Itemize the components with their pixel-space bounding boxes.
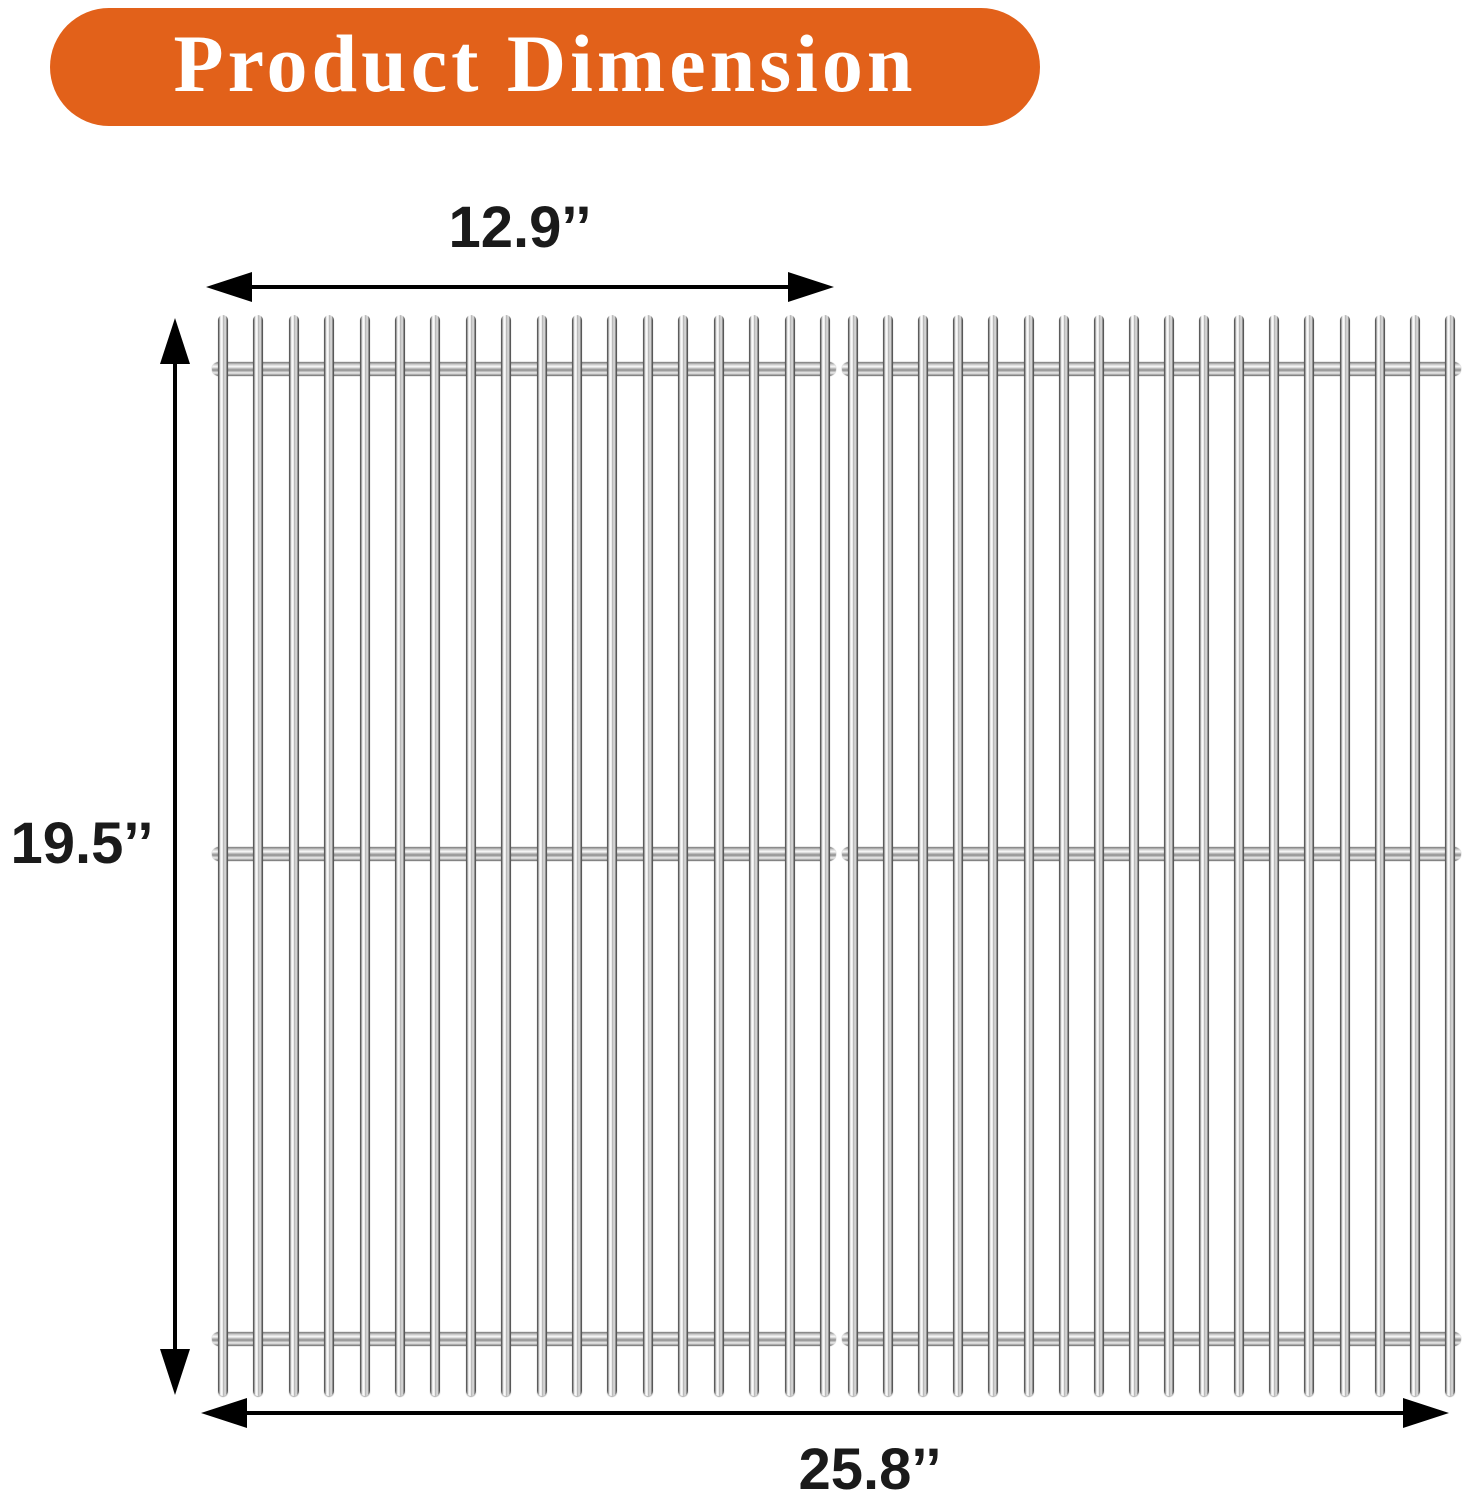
grate-bar [218, 315, 228, 1396]
bars-row [848, 315, 1455, 1396]
height-arrow [160, 318, 190, 1395]
grate-bar [749, 315, 760, 1396]
grate-bar [848, 315, 858, 1396]
grate-bar [1269, 315, 1280, 1396]
grate-bar [395, 315, 406, 1396]
arrow-down-icon [160, 1349, 190, 1395]
grate-bar [253, 315, 264, 1396]
panel-width-arrow [206, 272, 834, 302]
grate-bar [988, 315, 999, 1396]
grate-bar [883, 315, 894, 1396]
total-width-label: 25.8’’ [798, 1437, 942, 1502]
grate-bar [784, 315, 795, 1396]
grate-bar [1093, 315, 1104, 1396]
grate-bar [1444, 315, 1455, 1396]
grate-bar [1304, 315, 1315, 1396]
bars-row [218, 315, 830, 1396]
grate-bar [1058, 315, 1069, 1396]
panel-width-label: 12.9’’ [448, 195, 592, 260]
grate-bar [1128, 315, 1139, 1396]
grate-bar [1199, 315, 1210, 1396]
grate-bar [1023, 315, 1034, 1396]
grate-bar [607, 315, 618, 1396]
grate-bar [953, 315, 964, 1396]
arrow-shaft [240, 285, 800, 289]
grate-bar [642, 315, 653, 1396]
grate-bar [536, 315, 547, 1396]
grate-bar [501, 315, 512, 1396]
arrow-right-icon [788, 272, 834, 302]
height-label: 19.5’’ [10, 811, 154, 876]
grate-bar [572, 315, 583, 1396]
grate-bar [465, 315, 476, 1396]
grate-panel-right [842, 315, 1461, 1396]
grate-bar [819, 315, 830, 1396]
grate-bar [918, 315, 929, 1396]
grate-panel-left [212, 315, 836, 1396]
arrow-shaft [235, 1411, 1415, 1415]
grate-bar [1234, 315, 1245, 1396]
arrow-right-icon [1403, 1398, 1449, 1428]
banner-title: Product Dimension [173, 18, 917, 109]
product-dimension-banner: Product Dimension [50, 8, 1040, 126]
grate-bar [1409, 315, 1420, 1396]
grate-bar [430, 315, 441, 1396]
grate-bar [678, 315, 689, 1396]
grate-bar [288, 315, 299, 1396]
total-width-arrow [201, 1398, 1449, 1428]
grate-bar [1163, 315, 1174, 1396]
arrow-shaft [173, 352, 177, 1361]
grate-bar [324, 315, 335, 1396]
grate-bar [713, 315, 724, 1396]
grate-bar [1339, 315, 1350, 1396]
grate-bar [359, 315, 370, 1396]
grate-bar [1374, 315, 1385, 1396]
